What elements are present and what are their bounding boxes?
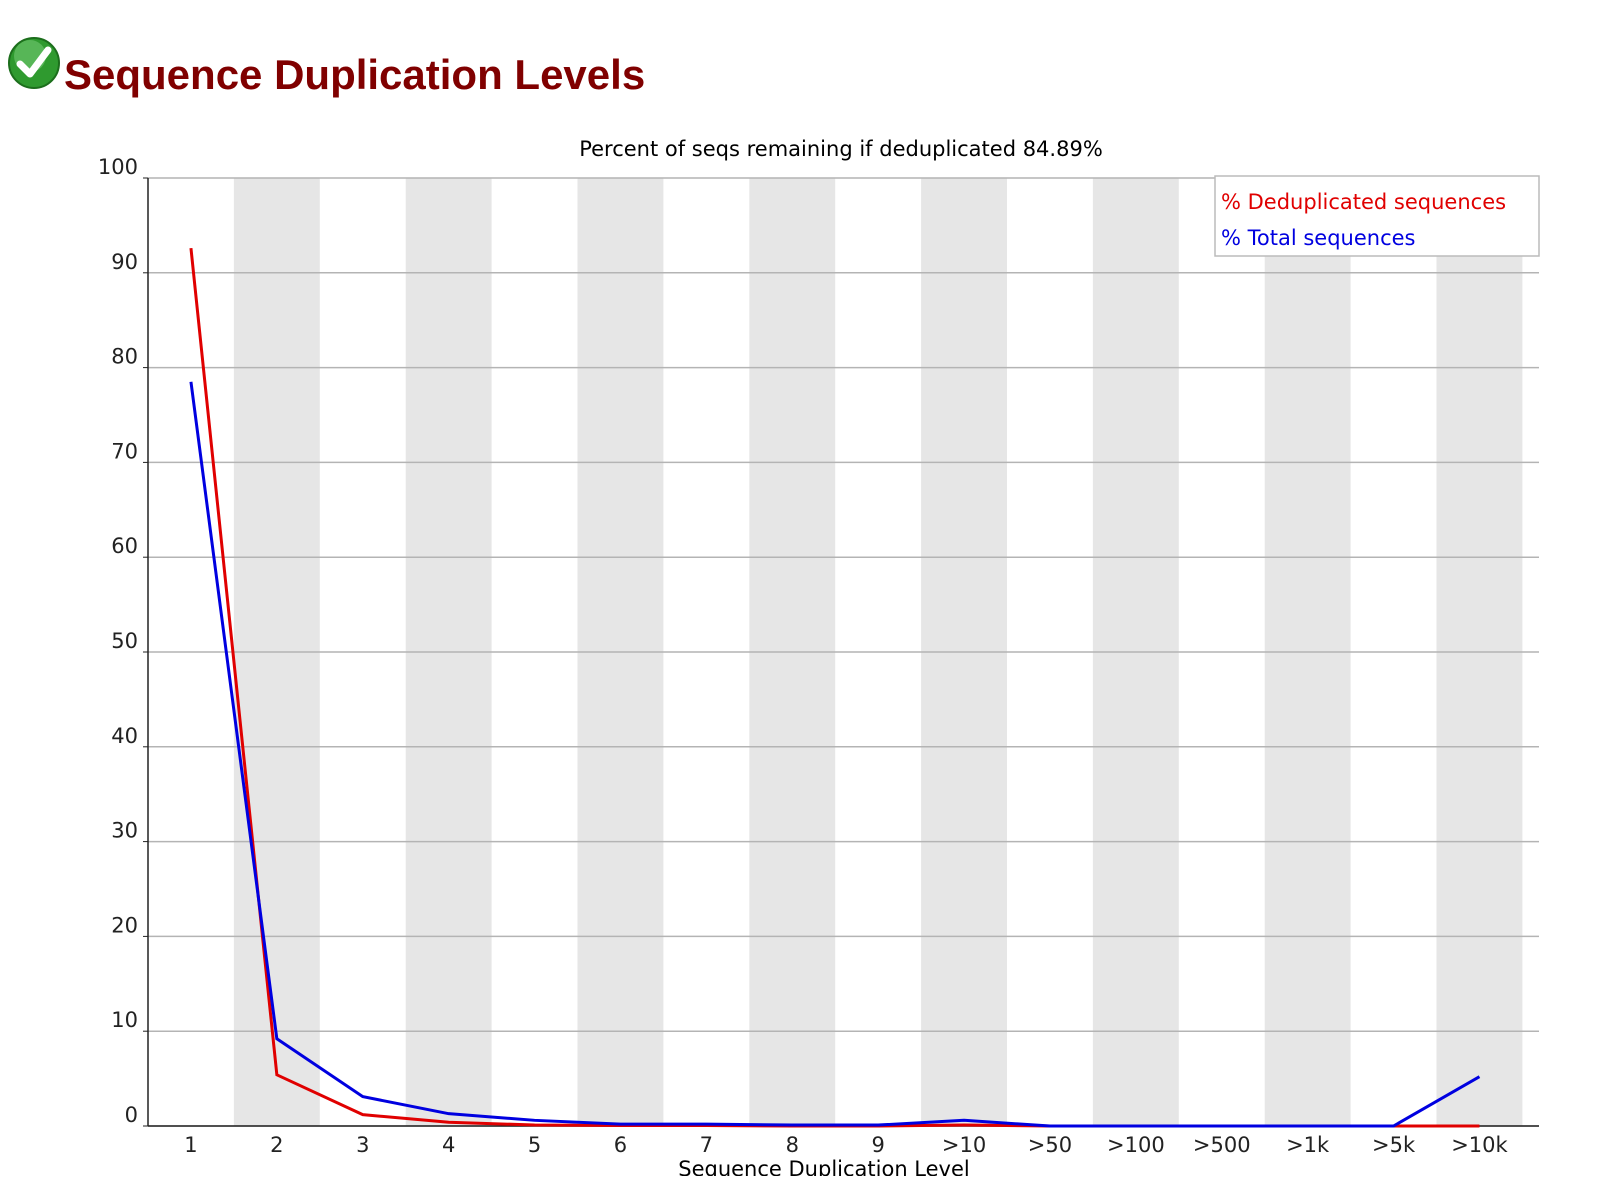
legend-entry: % Total sequences [1221, 226, 1416, 250]
chart-title: Percent of seqs remaining if deduplicate… [579, 137, 1103, 161]
y-tick-label: 60 [111, 534, 138, 558]
x-tick-label: >5k [1372, 1133, 1416, 1157]
y-tick-label: 70 [111, 439, 138, 463]
x-tick-label: >500 [1193, 1133, 1251, 1157]
y-tick-label: 20 [111, 913, 138, 937]
y-tick-label: 30 [111, 819, 138, 843]
x-tick-label: >10 [942, 1133, 986, 1157]
x-tick-label: >1k [1286, 1133, 1330, 1157]
x-tick-label: 1 [184, 1133, 197, 1157]
x-tick-label: 4 [442, 1133, 455, 1157]
check-icon [8, 37, 60, 89]
x-tick-label: >100 [1107, 1133, 1165, 1157]
x-tick-label: 6 [614, 1133, 627, 1157]
legend-entry: % Deduplicated sequences [1221, 190, 1506, 214]
x-tick-label: >50 [1028, 1133, 1072, 1157]
x-tick-label: 5 [528, 1133, 541, 1157]
y-tick-label: 100 [98, 155, 138, 179]
y-tick-label: 80 [111, 345, 138, 369]
y-tick-label: 10 [111, 1008, 138, 1032]
y-tick-label: 50 [111, 629, 138, 653]
x-axis-label: Sequence Duplication Level [678, 1157, 970, 1176]
x-tick-label: 9 [871, 1133, 884, 1157]
legend-box [1214, 175, 1540, 257]
x-tick-label: 8 [786, 1133, 799, 1157]
x-tick-label: 2 [270, 1133, 283, 1157]
page-title: Sequence Duplication Levels [64, 51, 645, 98]
x-tick-label: 7 [700, 1133, 713, 1157]
y-tick-label: 90 [111, 250, 138, 274]
series-line [189, 381, 1481, 1128]
x-tick-label: 3 [356, 1133, 369, 1157]
y-tick-label: 40 [111, 724, 138, 748]
y-tick-label: 0 [125, 1103, 138, 1127]
x-tick-label: >10k [1451, 1133, 1508, 1157]
